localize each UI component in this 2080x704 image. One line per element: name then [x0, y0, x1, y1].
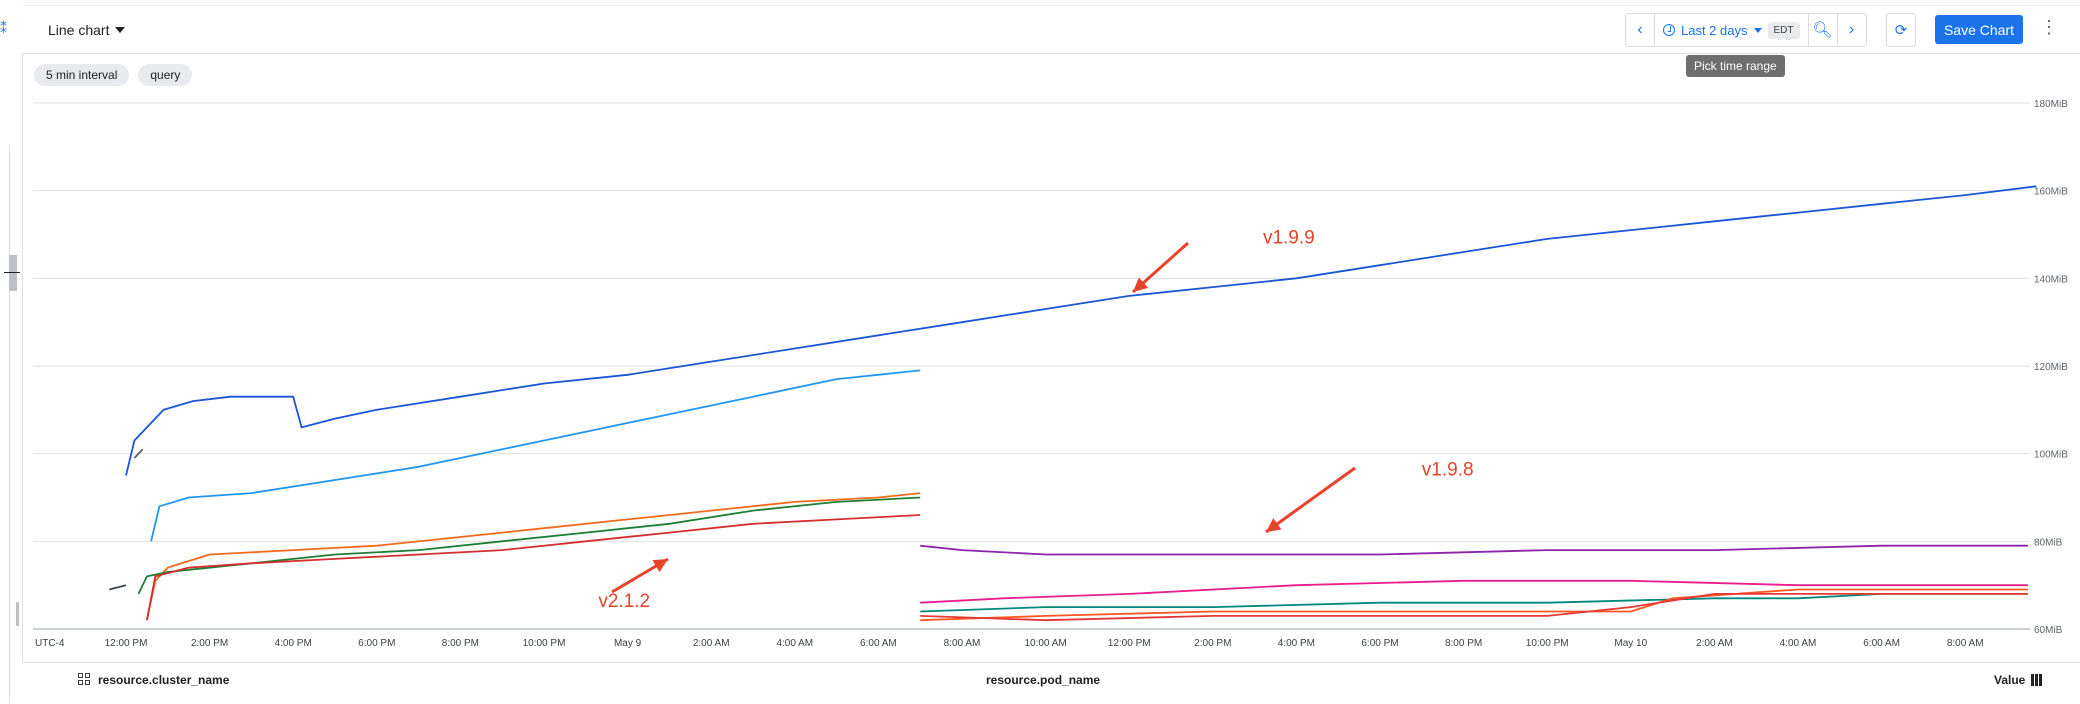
chevron-left-icon: ‹	[1637, 21, 1643, 38]
columns-icon	[2031, 674, 2043, 686]
annotations: v1.9.9 v1.9.8 v2.1.2	[598, 227, 1473, 612]
annotation-arrow	[1265, 466, 1356, 534]
time-range-label: Last 2 days	[1681, 22, 1748, 38]
y-tick-label: 80MiB	[2034, 537, 2063, 548]
filter-chips: 5 min interval query	[34, 64, 193, 86]
x-tick-label: 2:00 AM	[1696, 638, 1733, 649]
timezone-badge: EDT	[1767, 21, 1800, 39]
left-panel-border	[9, 145, 22, 703]
x-tick-label: 8:00 PM	[1445, 638, 1482, 649]
x-tick-label: 12:00 PM	[105, 638, 148, 649]
cluster-name-header: resource.cluster_name	[98, 673, 230, 687]
chevron-down-icon	[115, 27, 126, 33]
series-line[interactable]	[920, 544, 2028, 556]
legend-table-header: resource.cluster_name resource.pod_name …	[22, 662, 2080, 704]
annotation-label: v1.9.8	[1422, 460, 1474, 481]
toolbar-divider	[22, 5, 2080, 6]
time-range-tooltip: Pick time range	[1686, 55, 1785, 77]
previous-range-button[interactable]: ‹	[1626, 14, 1655, 46]
value-header: Value	[1994, 673, 2026, 687]
resize-handle[interactable]	[9, 255, 17, 291]
chevron-down-icon	[1753, 27, 1762, 33]
more-options-icon[interactable]: ⋮	[2040, 17, 2058, 37]
time-range-group: ‹ Last 2 days EDT 🔍︎ ›	[1625, 13, 1867, 47]
x-tick-label: 2:00 PM	[191, 638, 228, 649]
chevron-right-icon: ›	[1848, 21, 1855, 38]
pod-name-header: resource.pod_name	[986, 673, 1101, 687]
annotation-label: v2.1.2	[598, 591, 650, 612]
left-panel-rail: ⁑	[0, 0, 23, 703]
x-axis-labels: UTC-4 12:00 PM 2:00 PM 4:00 PM 6:00 PM 8:00 P…	[35, 638, 1984, 649]
cluster-name-column[interactable]: resource.cluster_name	[78, 673, 229, 687]
x-tick-label: 10:00 PM	[523, 638, 566, 649]
x-tick-label: 4:00 PM	[275, 638, 312, 649]
y-tick-label: 160MiB	[2034, 187, 2068, 198]
x-tick-label: 4:00 AM	[776, 638, 813, 649]
series-lines	[109, 185, 2037, 622]
series-line[interactable]	[133, 448, 144, 459]
series-line[interactable]	[137, 496, 921, 595]
chart-type-dropdown[interactable]: Line chart	[48, 22, 126, 38]
link-icon[interactable]: ⁑	[0, 20, 7, 36]
search-icon: 🔍︎	[1812, 22, 1833, 39]
x-tick-label: 10:00 PM	[1526, 638, 1569, 649]
series-line[interactable]	[920, 579, 2028, 604]
value-column[interactable]: Value	[1994, 673, 2043, 687]
x-tick-label: 2:00 PM	[1194, 638, 1231, 649]
x-tick-label: 6:00 PM	[358, 638, 395, 649]
gridlines	[33, 102, 2030, 630]
x-tick-label: 12:00 PM	[1108, 638, 1151, 649]
y-tick-label: 120MiB	[2034, 362, 2068, 373]
x-tick-label: 8:00 PM	[442, 638, 479, 649]
x-tick-label: 8:00 AM	[1947, 638, 1984, 649]
annotation-arrowhead	[652, 559, 668, 573]
annotation-label: v1.9.9	[1263, 227, 1315, 248]
series-line[interactable]	[920, 593, 2028, 622]
clock-icon	[1663, 24, 1675, 36]
x-tick-label: 6:00 AM	[1863, 638, 1900, 649]
annotation-arrowhead	[1266, 518, 1282, 532]
y-tick-label: 100MiB	[2034, 450, 2068, 461]
auto-refresh-button[interactable]: ⟳	[1886, 13, 1916, 47]
series-line[interactable]	[150, 369, 921, 542]
series-line[interactable]	[146, 514, 921, 621]
y-axis-labels: 60MiB 80MiB 100MiB 120MiB 140MiB 160MiB 180MiB	[2034, 99, 2068, 636]
next-range-button[interactable]: ›	[1838, 14, 1866, 46]
x-tick-label: 4:00 PM	[1278, 638, 1315, 649]
x-tick-label: 4:00 AM	[1780, 638, 1817, 649]
x-tick-label: May 10	[1614, 638, 1647, 649]
x-tick-label: 6:00 PM	[1361, 638, 1398, 649]
x-tick-label: 10:00 AM	[1024, 638, 1066, 649]
handle-tick	[4, 272, 20, 273]
group-by-icon	[78, 673, 92, 687]
y-tick-label: 180MiB	[2034, 99, 2068, 110]
scroll-handle[interactable]	[16, 602, 19, 626]
query-chip[interactable]: query	[138, 64, 193, 86]
x-tick-label: 2:00 AM	[693, 638, 730, 649]
save-chart-button[interactable]: Save Chart	[1935, 15, 2023, 44]
chart-type-label: Line chart	[48, 22, 110, 38]
refresh-icon: ⟳	[1894, 22, 1908, 39]
x-tick-label: 6:00 AM	[860, 638, 897, 649]
series-line[interactable]	[146, 492, 921, 621]
pod-name-column[interactable]: resource.pod_name	[986, 673, 1100, 687]
interval-chip[interactable]: 5 min interval	[34, 64, 130, 86]
annotation-arrowhead	[1133, 277, 1149, 292]
series-line[interactable]	[920, 593, 2028, 613]
x-tick-label: May 9	[614, 638, 642, 649]
series-line[interactable]	[125, 185, 2037, 476]
series-line[interactable]	[109, 584, 127, 591]
y-tick-label: 60MiB	[2034, 625, 2063, 636]
time-range-picker[interactable]: Last 2 days EDT	[1655, 14, 1809, 46]
zoom-button[interactable]: 🔍︎	[1809, 14, 1838, 46]
x-tick-label: 8:00 AM	[944, 638, 981, 649]
line-chart: 60MiB 80MiB 100MiB 120MiB 140MiB 160MiB 180MiB…	[33, 99, 2068, 649]
x-tick-label: UTC-4	[35, 638, 65, 649]
y-tick-label: 140MiB	[2034, 274, 2068, 285]
